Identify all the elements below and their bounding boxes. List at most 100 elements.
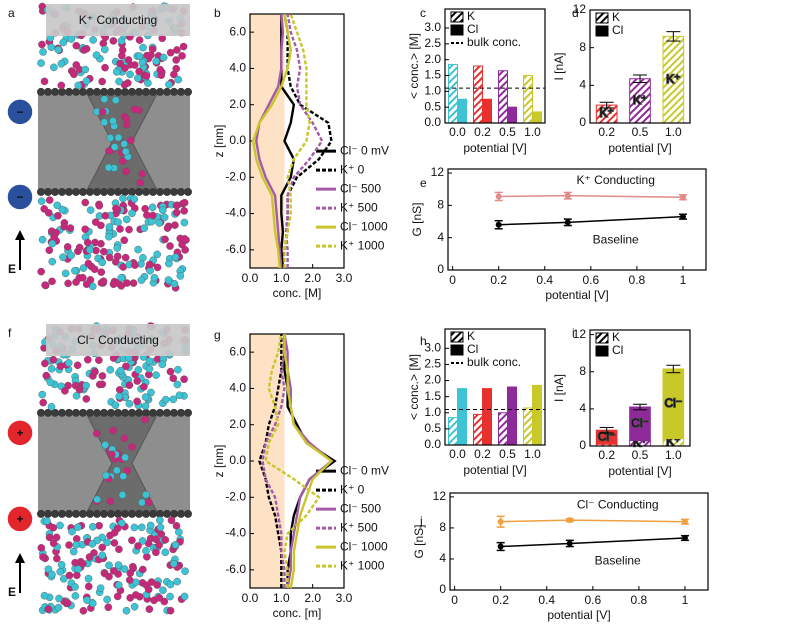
legend-label: K [467,9,475,23]
ion [156,65,165,74]
ion [64,359,73,367]
ion [158,360,167,369]
panel-letter: h [420,334,427,348]
y-tick-label: 1.0 [424,405,441,419]
ion [43,517,51,525]
bar [482,98,492,124]
ion [128,536,136,545]
ion [37,59,45,67]
x-tick-label: 0.2 [598,125,615,139]
ion [109,280,118,289]
ion [38,390,47,399]
membrane-atom [72,187,80,196]
ion [54,603,63,612]
ion [39,553,47,561]
x-tick-label: 0.0 [242,591,259,605]
membrane-atom [135,509,143,518]
membrane-atom [79,408,87,417]
ion [82,381,90,390]
membrane-atom [100,408,108,417]
profile-line [284,13,324,268]
ion [101,441,110,449]
ion [98,258,107,267]
ion [175,391,184,400]
membrane-atom [156,87,164,96]
panel-letter: f [8,326,12,340]
ion [95,201,104,210]
y-tick-label: 0 [579,115,586,129]
legend-label: Cl [612,343,623,357]
ion [86,206,95,214]
membrane-atom [44,509,52,518]
legend-label: Cl [612,23,623,37]
y-tick-label: 1.5 [424,68,441,82]
x-tick-label: 0.0 [242,271,259,285]
ion [160,213,169,222]
membrane-atom [163,408,171,417]
ion [54,45,63,54]
ion [90,265,99,274]
membrane-atom [51,408,59,417]
membrane-atom [114,187,122,196]
ion [56,521,64,530]
x-tick-label: 0.2 [490,273,507,287]
x-tick-label: 0.2 [474,125,491,139]
membrane-atom [72,87,80,96]
ion [121,453,129,462]
ion [153,263,162,272]
error-bar [633,74,647,84]
ion [59,253,67,261]
legend-label: K⁺ 1000 [340,238,385,252]
ion [123,466,132,475]
membrane-atom [58,187,66,196]
ion [137,523,146,532]
point [495,221,502,228]
ion [137,276,146,284]
ion [63,243,72,251]
ion [82,280,91,288]
x-tick-label: 0.4 [538,593,555,607]
y-tick-label: 12 [573,327,587,341]
y-axis-label: < conc.> [M] [407,33,421,99]
panel-letter: d [572,6,579,20]
legend-label: Cl⁻ 1000 [340,219,388,233]
ion [139,565,147,574]
ion [125,225,133,234]
x-tick-label: 0.5 [632,448,649,462]
y-tick-label: -6.0 [225,562,246,576]
legend-swatch [595,12,609,24]
ion [61,269,70,278]
bar [507,386,517,446]
membrane-atom [163,187,171,196]
ion [81,65,90,74]
profile-line [261,334,286,588]
membrane-atom [93,408,101,417]
ion [84,582,93,591]
ion [105,572,113,581]
membrane-atom [114,509,122,518]
legend-swatch [450,24,464,36]
y-axis-label: z [nm] [212,125,226,158]
y-tick-label: 8 [579,364,586,378]
ion [104,603,113,612]
legend-label: Cl⁻ 500 [340,181,381,195]
ion [101,63,109,72]
ion [130,602,139,611]
profile-line [283,334,334,589]
membrane-atom [121,509,129,518]
membrane-atom [37,187,45,196]
membrane-atom [142,509,150,518]
bar-label: K⁺ [666,72,680,86]
membrane-atom [65,509,73,518]
ion [74,565,83,573]
membrane-atom [135,87,143,96]
y-tick-label: 0.0 [229,133,246,147]
y-tick-label: 4.0 [229,381,246,395]
membrane-atom [170,408,178,417]
ion [121,147,130,156]
ion [135,52,144,60]
ion [71,592,80,600]
membrane-atom [93,87,101,96]
membrane-atom [114,408,122,417]
series-line [500,537,685,548]
